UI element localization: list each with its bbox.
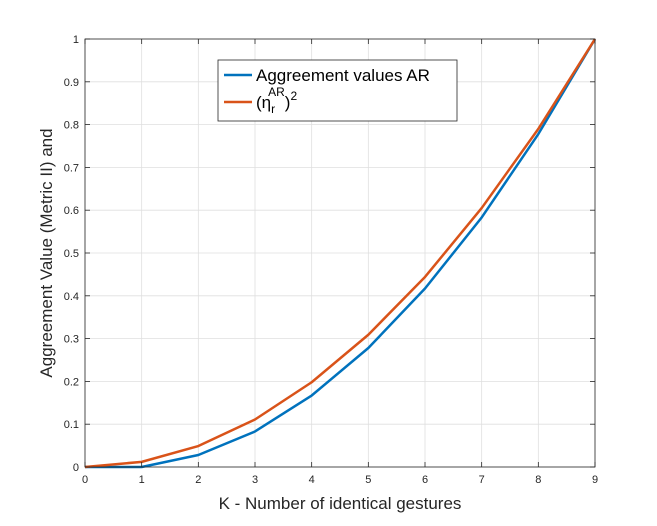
legend-eta-exp: 2 [290, 89, 297, 103]
x-axis-label: K - Number of identical gestures [219, 494, 462, 513]
y-tick-label: 0.6 [64, 205, 79, 217]
y-axis-label: Aggreement Value (Metric II) and [37, 128, 56, 377]
x-tick-label: 3 [252, 474, 258, 486]
series-line-eta-squared [84, 38, 597, 469]
legend-label-eta: (ηr AR)2 [256, 85, 297, 116]
legend-eta-sub: r [271, 102, 275, 116]
legend-eta-sup: AR [268, 85, 285, 99]
series-line-agreement [85, 38, 597, 469]
y-tick-label: 0.1 [64, 419, 79, 431]
y-tick-label: 0.9 [64, 77, 79, 89]
y-tick-label: 0.5 [64, 248, 79, 260]
y-tick-label: 0.3 [64, 334, 79, 346]
legend-box [217, 59, 458, 122]
series-lines [84, 38, 597, 469]
x-tick-label: 4 [309, 474, 315, 486]
legend-eta-main: (η [256, 93, 271, 112]
legend-eta-tail: ) [285, 93, 291, 112]
ticks [84, 38, 596, 468]
legend-label-agreement: Aggreement values AR [256, 66, 430, 85]
x-tick-label: 6 [422, 474, 428, 486]
y-tick-label: 0.4 [64, 291, 79, 303]
x-tick-label: 9 [592, 474, 598, 486]
x-tick-label: 1 [139, 474, 145, 486]
y-tick-label: 0.7 [64, 162, 79, 174]
y-tick-label: 0.2 [64, 376, 79, 388]
x-tick-label: 8 [535, 474, 541, 486]
x-tick-label: 0 [82, 474, 88, 486]
x-tick-label: 7 [479, 474, 485, 486]
x-tick-label: 2 [195, 474, 201, 486]
y-tick-label: 0 [73, 462, 79, 474]
y-tick-label: 0.8 [64, 120, 79, 132]
legend: Aggreement values AR (ηr AR)2 [217, 59, 458, 122]
tick-labels: 0 1 2 3 4 5 6 7 8 9 0 0.1 0.2 0.3 0.4 0.5 0.6 0.7 0.8 0.9 1 [64, 34, 598, 486]
x-tick-label: 5 [365, 474, 371, 486]
y-tick-label: 1 [73, 34, 79, 46]
